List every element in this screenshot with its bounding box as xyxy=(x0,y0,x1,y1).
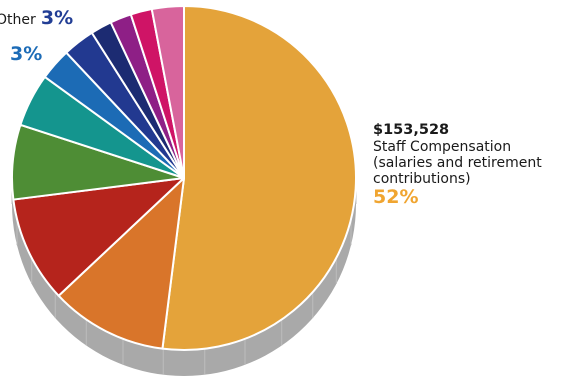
staff-line2: (salaries and retirement xyxy=(373,154,542,171)
left-slice-label: 3% xyxy=(10,43,43,66)
staff-line1: Staff Compensation xyxy=(373,138,512,155)
other-percent: 3% xyxy=(40,7,74,29)
other-name: Other xyxy=(0,12,36,28)
left-slice-percent: 3% xyxy=(10,43,43,65)
pie-slice-10 xyxy=(150,5,185,179)
staff-percent: 52% xyxy=(373,185,419,208)
staff-line3: contributions) xyxy=(373,170,471,187)
pie-slice-1 xyxy=(57,177,185,350)
staff-label: $153,528 Staff Compensation (salaries an… xyxy=(373,122,542,209)
pie-slice-2 xyxy=(12,177,185,297)
other-label: Other 3% xyxy=(0,7,74,30)
pie-slice-0 xyxy=(161,5,357,351)
staff-amount: $153,528 xyxy=(373,122,450,138)
